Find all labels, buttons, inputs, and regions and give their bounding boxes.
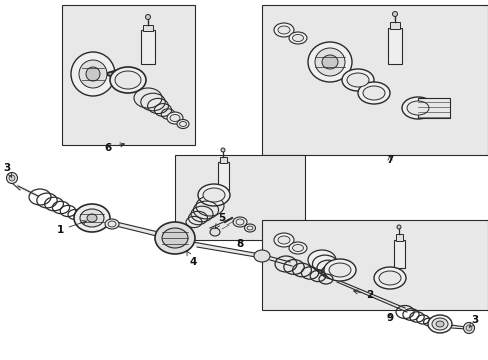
Circle shape <box>9 175 15 181</box>
Text: 2: 2 <box>353 290 373 300</box>
Circle shape <box>465 325 471 331</box>
Bar <box>141 30 155 64</box>
Ellipse shape <box>273 23 293 37</box>
Text: 3: 3 <box>468 315 478 328</box>
Text: 9: 9 <box>386 313 393 323</box>
Ellipse shape <box>87 214 97 222</box>
Bar <box>395 234 402 241</box>
Ellipse shape <box>80 209 104 227</box>
Ellipse shape <box>155 222 195 254</box>
Ellipse shape <box>435 321 443 327</box>
Ellipse shape <box>162 228 187 248</box>
Bar <box>62 5 195 145</box>
Ellipse shape <box>292 35 303 41</box>
Bar <box>393 240 404 268</box>
Ellipse shape <box>105 219 119 229</box>
Ellipse shape <box>401 97 433 119</box>
Bar <box>175 155 305 240</box>
Ellipse shape <box>278 26 289 34</box>
Text: 6: 6 <box>104 143 124 153</box>
Text: 7: 7 <box>386 155 393 165</box>
Ellipse shape <box>321 55 337 69</box>
Ellipse shape <box>341 69 373 91</box>
Ellipse shape <box>378 271 400 285</box>
Ellipse shape <box>362 86 384 100</box>
Ellipse shape <box>236 219 244 225</box>
Bar <box>262 5 487 155</box>
Text: 3: 3 <box>3 163 12 177</box>
Ellipse shape <box>392 12 397 17</box>
Ellipse shape <box>328 263 350 277</box>
Ellipse shape <box>431 318 447 330</box>
Bar <box>220 157 226 163</box>
Ellipse shape <box>177 120 189 129</box>
Ellipse shape <box>307 250 335 270</box>
Ellipse shape <box>198 184 229 206</box>
Ellipse shape <box>74 204 110 232</box>
Ellipse shape <box>396 225 400 229</box>
Bar <box>262 220 487 310</box>
Ellipse shape <box>357 82 389 104</box>
Ellipse shape <box>86 67 100 81</box>
Ellipse shape <box>145 14 150 19</box>
Ellipse shape <box>278 236 289 244</box>
Ellipse shape <box>246 226 252 230</box>
Ellipse shape <box>253 250 269 262</box>
Ellipse shape <box>288 242 306 254</box>
Circle shape <box>6 172 18 184</box>
Bar <box>387 28 401 64</box>
Ellipse shape <box>273 233 293 247</box>
Text: 4: 4 <box>186 251 196 267</box>
Ellipse shape <box>292 244 303 252</box>
Bar <box>389 22 399 29</box>
Ellipse shape <box>115 71 141 89</box>
Circle shape <box>463 323 473 333</box>
Ellipse shape <box>167 112 183 124</box>
Ellipse shape <box>203 188 224 202</box>
Ellipse shape <box>209 228 220 236</box>
Ellipse shape <box>221 148 224 152</box>
Ellipse shape <box>314 48 345 76</box>
Ellipse shape <box>406 101 428 115</box>
Text: 8: 8 <box>236 239 243 249</box>
Ellipse shape <box>373 267 405 289</box>
Ellipse shape <box>79 60 107 88</box>
Ellipse shape <box>170 114 180 122</box>
Text: 1: 1 <box>56 221 86 235</box>
Ellipse shape <box>232 217 246 227</box>
Ellipse shape <box>427 315 451 333</box>
Bar <box>142 25 153 31</box>
Ellipse shape <box>346 73 368 87</box>
Ellipse shape <box>307 42 351 82</box>
Ellipse shape <box>288 32 306 44</box>
Ellipse shape <box>324 259 355 281</box>
Text: 5: 5 <box>215 213 225 228</box>
Ellipse shape <box>244 224 255 232</box>
Bar <box>218 162 228 190</box>
Ellipse shape <box>110 67 146 93</box>
Ellipse shape <box>179 122 186 126</box>
Ellipse shape <box>108 221 116 227</box>
Bar <box>417 98 449 118</box>
Ellipse shape <box>71 52 115 96</box>
